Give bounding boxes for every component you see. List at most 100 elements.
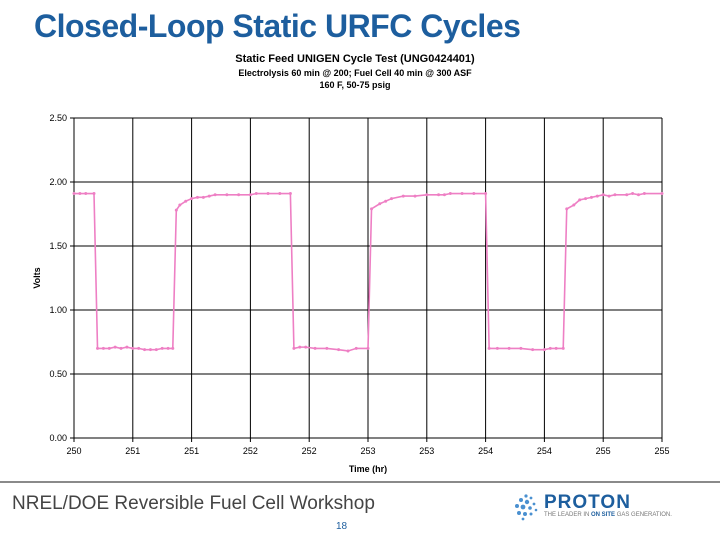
data-point: [278, 192, 282, 196]
data-point: [119, 346, 123, 350]
data-point: [595, 194, 599, 198]
data-point: [484, 192, 488, 196]
data-point: [370, 207, 374, 211]
x-tick-label: 251: [125, 446, 140, 456]
data-point: [96, 346, 100, 350]
x-tick-label: 250: [66, 446, 81, 456]
x-tick-label: 255: [654, 446, 669, 456]
data-point: [561, 346, 565, 350]
data-point: [366, 346, 370, 350]
x-tick-label: 255: [596, 446, 611, 456]
data-point: [378, 202, 382, 206]
data-point: [578, 198, 582, 202]
data-point: [354, 346, 358, 350]
logo-dots-icon: [515, 494, 538, 521]
data-point: [143, 348, 147, 352]
data-point: [190, 197, 194, 201]
data-point: [337, 348, 341, 352]
data-point: [72, 192, 76, 196]
data-point: [266, 192, 270, 196]
data-point: [425, 193, 429, 197]
tagline-post: GAS GENERATION.: [615, 512, 672, 518]
data-point: [607, 194, 611, 198]
data-point: [304, 345, 308, 349]
data-point: [178, 203, 182, 207]
data-point: [107, 346, 111, 350]
chart-subtitle-2: 160 F, 50-75 psig: [319, 80, 391, 90]
data-point: [237, 193, 241, 197]
data-point: [288, 192, 292, 196]
data-point: [548, 346, 552, 350]
data-point: [565, 207, 569, 211]
data-point: [292, 346, 296, 350]
y-tick-label: 0.00: [49, 433, 67, 443]
data-point: [101, 346, 105, 350]
tagline-bold: ON SITE: [591, 512, 616, 518]
data-point: [384, 199, 388, 203]
data-point: [390, 197, 394, 201]
data-point: [472, 192, 476, 196]
proton-logo: PROTON THE LEADER IN ON SITE GAS GENERAT…: [512, 492, 712, 522]
logo-name: PROTON: [544, 492, 631, 513]
data-point: [213, 193, 217, 197]
data-point: [84, 192, 88, 196]
voltage-chart: 250 251 251 252 252 253 253 254 254 255 255 0.00 0.5…: [32, 113, 670, 474]
data-point: [92, 192, 96, 196]
data-point: [313, 346, 317, 350]
footer-divider: [0, 481, 720, 483]
y-tick-label: 1.50: [49, 241, 67, 251]
data-point: [519, 346, 523, 350]
data-point: [148, 348, 152, 352]
data-point: [448, 192, 452, 196]
x-tick-label: 254: [478, 446, 493, 456]
data-point: [248, 193, 252, 197]
data-point: [460, 192, 464, 196]
data-point: [137, 346, 141, 350]
data-point: [584, 197, 588, 201]
data-point: [413, 194, 417, 198]
data-point: [636, 193, 640, 197]
data-point: [507, 346, 511, 350]
x-tick-label: 253: [360, 446, 375, 456]
data-point: [346, 349, 350, 353]
y-tick-label: 1.00: [49, 305, 67, 315]
page-number: 18: [336, 521, 348, 532]
x-tick-label: 252: [302, 446, 317, 456]
data-point: [184, 199, 188, 203]
data-point: [572, 203, 576, 207]
data-point: [207, 194, 211, 198]
logo-tagline: THE LEADER IN ON SITE GAS GENERATION.: [544, 512, 672, 518]
data-point: [325, 346, 329, 350]
data-point: [195, 195, 199, 199]
slide-title: Closed-Loop Static URFC Cycles: [34, 8, 521, 44]
data-point: [401, 194, 405, 198]
data-point: [171, 346, 175, 350]
y-tick-label: 2.00: [49, 177, 67, 187]
data-point: [254, 192, 258, 196]
data-point: [113, 345, 117, 349]
data-point: [589, 195, 593, 199]
data-point: [125, 345, 129, 349]
data-point: [554, 346, 558, 350]
y-tick-label: 0.50: [49, 369, 67, 379]
data-point: [201, 195, 205, 199]
data-point: [154, 348, 158, 352]
chart-title: Static Feed UNIGEN Cycle Test (UNG042440…: [235, 53, 475, 65]
y-axis-label: Volts: [32, 267, 42, 288]
data-point: [642, 192, 646, 196]
data-point: [625, 193, 629, 197]
footer-text: NREL/DOE Reversible Fuel Cell Workshop: [12, 493, 375, 514]
x-tick-label: 253: [419, 446, 434, 456]
data-point: [437, 193, 441, 197]
x-axis-label: Time (hr): [349, 464, 387, 474]
data-point: [531, 348, 535, 352]
x-tick-label: 252: [243, 446, 258, 456]
data-point: [166, 346, 170, 350]
data-point: [160, 346, 164, 350]
data-point: [442, 193, 446, 197]
data-point: [631, 192, 635, 196]
data-point: [131, 346, 135, 350]
data-point: [613, 193, 617, 197]
chart-subtitle-1: Electrolysis 60 min @ 200; Fuel Cell 40 …: [238, 68, 472, 78]
data-point: [225, 193, 229, 197]
